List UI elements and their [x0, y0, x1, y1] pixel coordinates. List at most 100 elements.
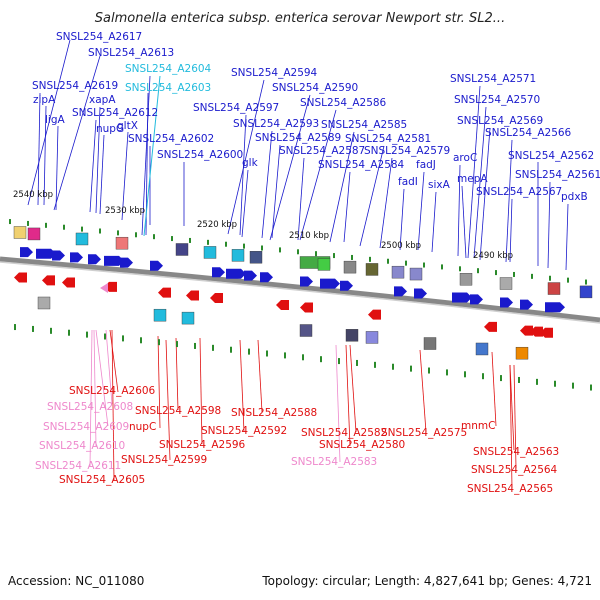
gene-label[interactable]: SNSL254_A2565 — [467, 483, 553, 495]
label-leader-line — [271, 144, 281, 239]
gene-label[interactable]: SNSL254_A2588 — [231, 407, 317, 419]
forward-cds-arrow — [226, 268, 246, 279]
forward-cds-arrow — [36, 248, 56, 259]
gene-label[interactable]: SNSL254_A2598 — [135, 405, 221, 417]
genome-summary-text: Topology: circular; Length: 4,827,641 bp… — [261, 574, 592, 588]
forward-feature-block — [409, 267, 423, 281]
gene-label[interactable]: SNSL254_A2579 — [364, 145, 450, 157]
gene-label[interactable]: nupC — [129, 421, 156, 433]
gene-label[interactable]: SNSL254_A2564 — [471, 464, 558, 476]
gene-label[interactable]: SNSL254_A2566 — [485, 127, 572, 139]
forward-cds-arrow — [244, 270, 257, 281]
gene-label[interactable]: SNSL254_A2610 — [39, 440, 125, 452]
gene-label[interactable]: mnmC — [461, 420, 495, 432]
gene-label[interactable]: SNSL254_A2586 — [300, 97, 387, 109]
label-leader-line — [473, 106, 487, 259]
gene-label[interactable]: SNSL254_A2561 — [515, 169, 600, 181]
label-leader-line — [335, 344, 341, 463]
gene-label[interactable]: SNSL254_A2569 — [457, 115, 543, 127]
label-leader-line — [143, 75, 161, 237]
gene-label[interactable]: nupG — [96, 123, 124, 135]
gene-label[interactable]: SNSL254_A2600 — [157, 149, 243, 161]
forward-feature-block — [343, 260, 357, 274]
gene-label[interactable]: SNSL254_A2582 — [301, 427, 387, 439]
label-leader-line — [141, 75, 151, 236]
label-leader-line — [227, 79, 265, 235]
gene-label[interactable]: SNSL254_A2589 — [255, 132, 341, 144]
gene-label[interactable]: SNSL254_A2608 — [47, 401, 133, 413]
gene-label[interactable]: SNSL254_A2612 — [72, 107, 158, 119]
gene-label[interactable]: SNSL254_A2593 — [233, 118, 319, 130]
gene-label[interactable]: SNSL254_A2617 — [56, 31, 142, 43]
reverse-cds-arrow — [210, 293, 223, 304]
forward-feature-block — [13, 226, 27, 239]
gene-label[interactable]: SNSL254_A2567 — [476, 186, 562, 198]
forward-cds-arrow — [340, 280, 353, 291]
reverse-cds-arrow — [276, 299, 289, 310]
label-leader-line — [165, 339, 171, 461]
gene-label[interactable]: gltX — [117, 120, 138, 132]
gene-label[interactable]: SNSL254_A2609 — [43, 421, 129, 433]
gene-label[interactable]: SNSL254_A2605 — [59, 474, 145, 486]
gene-label[interactable]: zipA — [33, 94, 56, 106]
gene-label[interactable]: SNSL254_A2590 — [272, 82, 358, 94]
gene-label[interactable]: SNSL254_A2583 — [291, 456, 377, 468]
label-leader-line — [269, 94, 311, 241]
gene-label[interactable]: fadI — [398, 176, 418, 188]
label-leader-line — [109, 329, 119, 393]
label-leader-line — [343, 171, 351, 243]
forward-feature-block — [547, 282, 561, 295]
label-leader-line — [491, 351, 497, 427]
gene-label[interactable]: SNSL254_A2581 — [345, 133, 431, 145]
gene-label[interactable]: SNSL254_A2580 — [319, 439, 405, 451]
gene-label[interactable]: SNSL254_A2571 — [450, 73, 536, 85]
gene-label[interactable]: fadJ — [416, 159, 436, 171]
gene-label[interactable]: SNSL254_A2575 — [381, 427, 467, 439]
gene-label[interactable]: SNSL254_A2602 — [128, 133, 214, 145]
label-leader-line — [239, 339, 245, 433]
gene-label[interactable]: SNSL254_A2596 — [159, 439, 246, 451]
label-leader-line — [89, 119, 97, 213]
gene-label[interactable]: sixA — [428, 179, 451, 191]
gene-label[interactable]: mepA — [457, 173, 488, 185]
reverse-cds-arrow — [14, 272, 27, 283]
gene-label[interactable]: SNSL254_A2562 — [508, 150, 594, 162]
gene-label[interactable]: SNSL254_A2604 — [125, 63, 212, 75]
gene-label[interactable]: ligA — [45, 114, 65, 126]
label-leader-line — [157, 335, 161, 429]
label-leader-line — [479, 127, 491, 261]
gene-label[interactable]: aroC — [453, 152, 477, 164]
gene-label[interactable]: SNSL254_A2606 — [69, 385, 156, 397]
gene-label[interactable]: SNSL254_A2599 — [121, 454, 207, 466]
reverse-cds-arrow — [530, 326, 543, 337]
gene-label[interactable]: SNSL254_A2587 — [279, 145, 365, 157]
gene-label[interactable]: glk — [242, 157, 259, 169]
gene-label[interactable]: SNSL254_A2594 — [231, 67, 318, 79]
gene-label[interactable]: xapA — [89, 94, 116, 106]
gene-label[interactable]: SNSL254_A2597 — [193, 102, 279, 114]
gene-label[interactable]: SNSL254_A2584 — [318, 159, 405, 171]
feature-tracks — [0, 219, 600, 391]
gene-label[interactable]: SNSL254_A2570 — [454, 94, 540, 106]
forward-cds-arrow — [470, 294, 483, 305]
label-leader-line — [359, 145, 385, 247]
gene-label[interactable]: SNSL254_A2563 — [473, 446, 559, 458]
forward-cds-arrow — [88, 254, 101, 265]
label-leader-line — [27, 39, 71, 206]
gene-label[interactable]: SNSL254_A2603 — [125, 82, 211, 94]
label-leader-line — [175, 337, 179, 411]
gene-label[interactable]: SNSL254_A2611 — [35, 460, 121, 472]
genome-backbone — [0, 256, 600, 323]
gene-label[interactable]: SNSL254_A2592 — [201, 425, 287, 437]
gene-label[interactable]: SNSL254_A2613 — [88, 47, 174, 59]
label-leader-line — [89, 329, 93, 467]
label-leader-line — [121, 131, 129, 221]
gene-label[interactable]: SNSL254_A2585 — [321, 119, 407, 131]
forward-cds-arrow — [212, 267, 225, 278]
gene-label[interactable]: SNSL254_A2619 — [32, 80, 118, 92]
label-leader-line — [431, 191, 437, 253]
forward-feature-block — [365, 263, 379, 276]
gene-label[interactable]: pdxB — [561, 191, 588, 203]
forward-feature-block — [579, 285, 593, 299]
scale-tick-label: 2520 kbp — [197, 220, 237, 230]
